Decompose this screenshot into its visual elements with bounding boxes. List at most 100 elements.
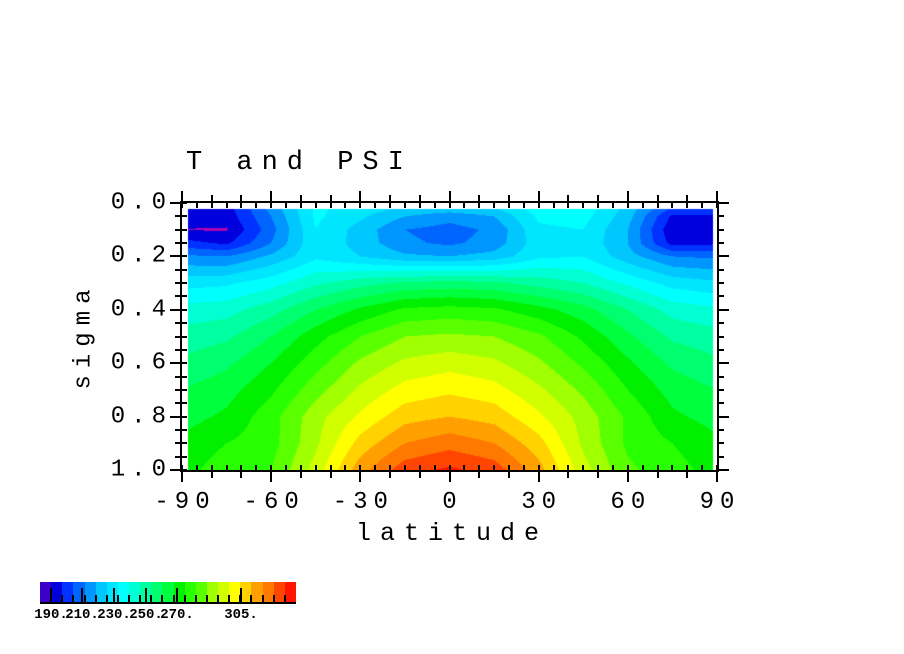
temperature-contour-field: [182, 203, 717, 470]
axis-tick: [493, 203, 495, 208]
colorbar-color-box: [240, 582, 252, 602]
axis-tick: [182, 202, 187, 204]
axis-tick: [434, 203, 436, 208]
axis-tick: [300, 195, 302, 201]
axis-tick: [627, 203, 629, 208]
axis-tick: [597, 203, 599, 208]
axis-tick: [182, 269, 187, 271]
axis-tick: [170, 362, 180, 364]
axis-tick: [270, 191, 272, 201]
axis-tick: [716, 472, 718, 482]
colorbar-minor-tick: [106, 595, 108, 602]
axis-tick: [508, 472, 510, 478]
axis-tick: [175, 376, 180, 378]
axis-tick: [434, 465, 436, 470]
axis-tick: [389, 203, 391, 208]
axis-tick: [404, 465, 406, 470]
axis-tick: [374, 465, 376, 470]
axis-tick: [719, 429, 724, 431]
axis-tick: [478, 203, 480, 208]
axis-tick: [671, 465, 673, 470]
axis-tick: [196, 203, 198, 208]
colorbar-color-box: [129, 582, 141, 602]
axis-tick: [404, 203, 406, 208]
axis-tick: [508, 203, 510, 208]
colorbar-major-tick: [145, 588, 147, 602]
colorbar-color-box: [195, 582, 207, 602]
axis-tick: [330, 203, 332, 208]
axis-tick: [719, 389, 724, 391]
axis-tick: [374, 203, 376, 208]
colorbar-label: 190.: [34, 607, 68, 623]
colorbar-minor-tick: [273, 595, 275, 602]
colorbar-color-box: [95, 582, 107, 602]
axis-tick: [211, 465, 213, 470]
axis-tick: [300, 472, 302, 478]
axis-tick: [716, 191, 718, 201]
axis-tick: [182, 442, 187, 444]
axis-tick: [170, 469, 180, 471]
axis-tick: [419, 472, 421, 478]
colorbar-minor-tick: [95, 595, 97, 602]
axis-tick: [359, 465, 361, 470]
axis-tick: [419, 195, 421, 201]
axis-tick: [170, 255, 180, 257]
axis-tick: [449, 465, 451, 470]
axis-tick: [175, 215, 180, 217]
axis-tick: [719, 282, 724, 284]
colorbar-color-box: [117, 582, 129, 602]
colorbar: 190. 210. 230. 250. 270. 305.: [34, 582, 296, 623]
axis-tick: [523, 203, 525, 208]
axis-tick: [255, 203, 257, 208]
axis-tick: [508, 465, 510, 470]
plot-area: [170, 191, 729, 482]
axis-tick: [449, 203, 451, 208]
colorbar-color-box: [229, 582, 241, 602]
axis-tick: [716, 203, 718, 208]
axis-tick: [181, 191, 183, 201]
colorbar-major-tick: [176, 588, 178, 602]
x-tick-label: -30: [332, 489, 394, 516]
colorbar-minor-tick: [72, 595, 74, 602]
axis-tick: [567, 465, 569, 470]
axis-tick: [182, 469, 187, 471]
axis-tick: [182, 295, 187, 297]
axis-tick: [538, 472, 540, 482]
axis-tick: [175, 282, 180, 284]
axis-tick: [175, 442, 180, 444]
axis-tick: [657, 195, 659, 201]
colorbar-color-box: [62, 582, 74, 602]
axis-tick: [478, 195, 480, 201]
axis-tick: [270, 203, 272, 208]
axis-tick: [612, 465, 614, 470]
colorbar-color-box: [184, 582, 196, 602]
axis-tick: [719, 469, 729, 471]
axis-tick: [285, 203, 287, 208]
colorbar-minor-tick: [228, 595, 230, 602]
axis-tick: [315, 203, 317, 208]
axis-tick: [182, 229, 187, 231]
x-tick-label: 90: [699, 489, 741, 516]
axis-tick: [719, 269, 724, 271]
axis-tick: [719, 456, 724, 458]
axis-tick: [330, 465, 332, 470]
y-tick-label: 0.6: [110, 349, 172, 377]
axis-tick: [463, 203, 465, 208]
colorbar-label: 250.: [129, 607, 163, 623]
axis-tick: [330, 472, 332, 478]
axis-tick: [182, 402, 187, 404]
axis-tick: [226, 465, 228, 470]
axis-tick: [170, 202, 180, 204]
axis-tick: [716, 465, 718, 470]
axis-tick: [493, 465, 495, 470]
axis-tick: [567, 472, 569, 478]
colorbar-minor-tick: [173, 595, 175, 602]
colorbar-minor-tick: [150, 595, 152, 602]
axis-tick: [182, 242, 187, 244]
axis-tick: [182, 362, 187, 364]
axis-tick: [463, 465, 465, 470]
axis-tick: [182, 215, 187, 217]
y-tick-label: 0.4: [110, 296, 172, 324]
axis-tick: [359, 472, 361, 482]
y-tick-label: 0.8: [110, 403, 172, 431]
